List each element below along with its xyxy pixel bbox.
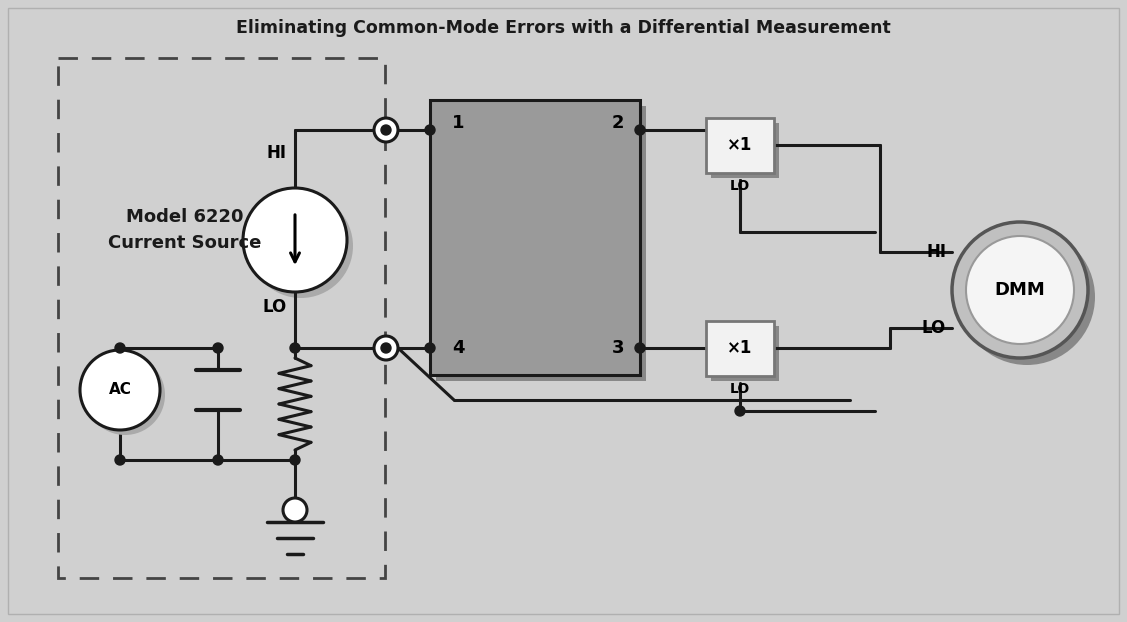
Circle shape — [115, 455, 125, 465]
Circle shape — [80, 350, 160, 430]
Circle shape — [290, 343, 300, 353]
Text: LO: LO — [922, 319, 946, 337]
Text: 3: 3 — [612, 339, 624, 357]
Circle shape — [635, 343, 645, 353]
Text: 2: 2 — [612, 114, 624, 132]
Bar — [431, 100, 640, 375]
Text: AC: AC — [108, 383, 132, 397]
Text: HI: HI — [926, 243, 946, 261]
Circle shape — [249, 194, 353, 298]
Text: ×1: ×1 — [727, 136, 753, 154]
Bar — [711, 123, 779, 178]
Text: 4: 4 — [452, 339, 464, 357]
Text: 1: 1 — [452, 114, 464, 132]
Circle shape — [635, 125, 645, 135]
Circle shape — [425, 125, 435, 135]
Bar — [706, 118, 774, 173]
Circle shape — [381, 343, 391, 353]
Circle shape — [85, 355, 165, 435]
Text: LO: LO — [263, 298, 287, 316]
Circle shape — [381, 125, 391, 135]
Circle shape — [374, 118, 398, 142]
Circle shape — [290, 455, 300, 465]
Circle shape — [952, 222, 1088, 358]
Circle shape — [959, 229, 1095, 365]
Text: Eliminating Common-Mode Errors with a Differential Measurement: Eliminating Common-Mode Errors with a Di… — [237, 19, 890, 37]
Circle shape — [425, 343, 435, 353]
Bar — [436, 106, 646, 381]
Bar — [706, 321, 774, 376]
Text: HI: HI — [267, 144, 287, 162]
Circle shape — [243, 188, 347, 292]
Circle shape — [115, 343, 125, 353]
Text: Model 6220
Current Source: Model 6220 Current Source — [108, 208, 261, 251]
Circle shape — [213, 343, 223, 353]
Bar — [57, 58, 385, 578]
Text: LO: LO — [730, 179, 751, 193]
Circle shape — [374, 336, 398, 360]
Circle shape — [283, 498, 307, 522]
Circle shape — [735, 406, 745, 416]
Text: ×1: ×1 — [727, 339, 753, 357]
Circle shape — [966, 236, 1074, 344]
Circle shape — [213, 455, 223, 465]
Bar — [711, 326, 779, 381]
Text: LO: LO — [730, 382, 751, 396]
Text: DMM: DMM — [995, 281, 1046, 299]
